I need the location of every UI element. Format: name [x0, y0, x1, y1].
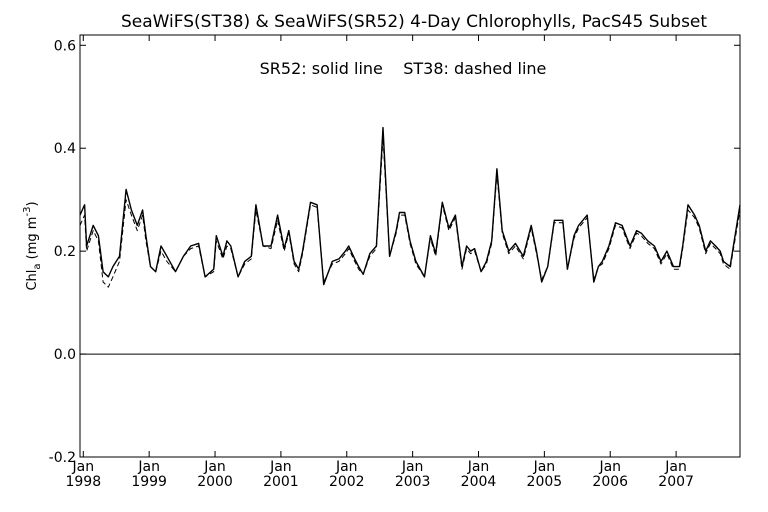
y-tick-label: 0.6: [54, 38, 76, 54]
x-tick-month-label: Jan: [533, 459, 556, 475]
x-tick-month-label: Jan: [71, 459, 94, 475]
x-tick-month-label: Jan: [401, 459, 424, 475]
x-axis-ticks: Jan1998Jan1999Jan2000Jan2001Jan2002Jan20…: [65, 35, 694, 490]
series-group: [79, 126, 741, 288]
y-axis-label-sub: a: [32, 263, 43, 269]
x-tick-year-label: 2004: [461, 474, 497, 490]
y-axis-ticks: -0.2 0.0 0.2 0.4 0.6: [49, 38, 740, 466]
series-line-sr52: [79, 126, 741, 286]
x-tick-month-label: Jan: [269, 459, 292, 475]
x-tick-year-label: 2003: [395, 474, 431, 490]
y-axis-label-main: Chl: [25, 270, 40, 291]
x-tick-month-label: Jan: [203, 459, 226, 475]
chart-title: SeaWiFS(ST38) & SeaWiFS(SR52) 4-Day Chlo…: [121, 12, 707, 32]
y-tick-label: 0.0: [54, 347, 76, 363]
x-tick-month-label: Jan: [335, 459, 358, 475]
x-tick-year-label: 2002: [329, 474, 365, 490]
y-axis-label-sup: -3: [22, 207, 33, 217]
x-tick-year-label: 2007: [658, 474, 694, 490]
y-tick-label: -0.2: [49, 450, 76, 466]
x-tick-month-label: Jan: [598, 459, 621, 475]
y-axis-label-close: ): [25, 201, 40, 206]
x-tick-year-label: 2001: [263, 474, 299, 490]
x-tick-month-label: Jan: [467, 459, 490, 475]
y-axis-label-units: (mg m: [25, 217, 40, 264]
x-tick-year-label: 2006: [592, 474, 628, 490]
x-tick-year-label: 1998: [65, 474, 101, 490]
x-tick-year-label: 1999: [131, 474, 167, 490]
x-tick-year-label: 2000: [197, 474, 233, 490]
x-tick-year-label: 2005: [527, 474, 563, 490]
series-annotation: SR52: solid line ST38: dashed line: [260, 59, 547, 78]
x-tick-month-label: Jan: [664, 459, 687, 475]
y-axis-label: Chla (mg m-3): [22, 201, 43, 290]
plot-frame: [79, 34, 741, 458]
x-tick-month-label: Jan: [137, 459, 160, 475]
y-tick-label: 0.4: [54, 141, 76, 157]
y-tick-label: 0.2: [54, 244, 76, 260]
